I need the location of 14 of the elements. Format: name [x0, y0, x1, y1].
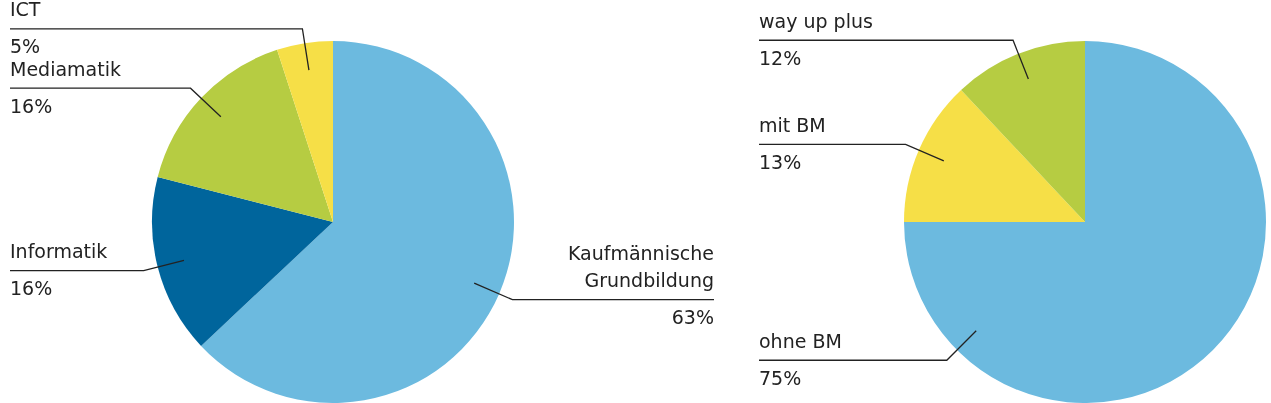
data-label: 16% [10, 277, 53, 300]
data-label: 16% [10, 94, 53, 117]
data-label: 5% [10, 35, 41, 58]
data-label: 12% [759, 46, 802, 69]
data-label: 75% [759, 366, 802, 389]
data-label: 13% [759, 150, 802, 173]
slice-label: Mediamatik [10, 57, 121, 80]
slice-label: way up plus [759, 9, 873, 32]
slice-label: ohne BM [759, 329, 842, 352]
slice-label: mit BM [759, 113, 826, 136]
data-label: 63% [671, 306, 714, 329]
slice-label: ICT [10, 0, 41, 21]
slice-label: Kaufmännische Grundbildung [567, 242, 714, 292]
slice-label: Informatik [10, 240, 108, 263]
